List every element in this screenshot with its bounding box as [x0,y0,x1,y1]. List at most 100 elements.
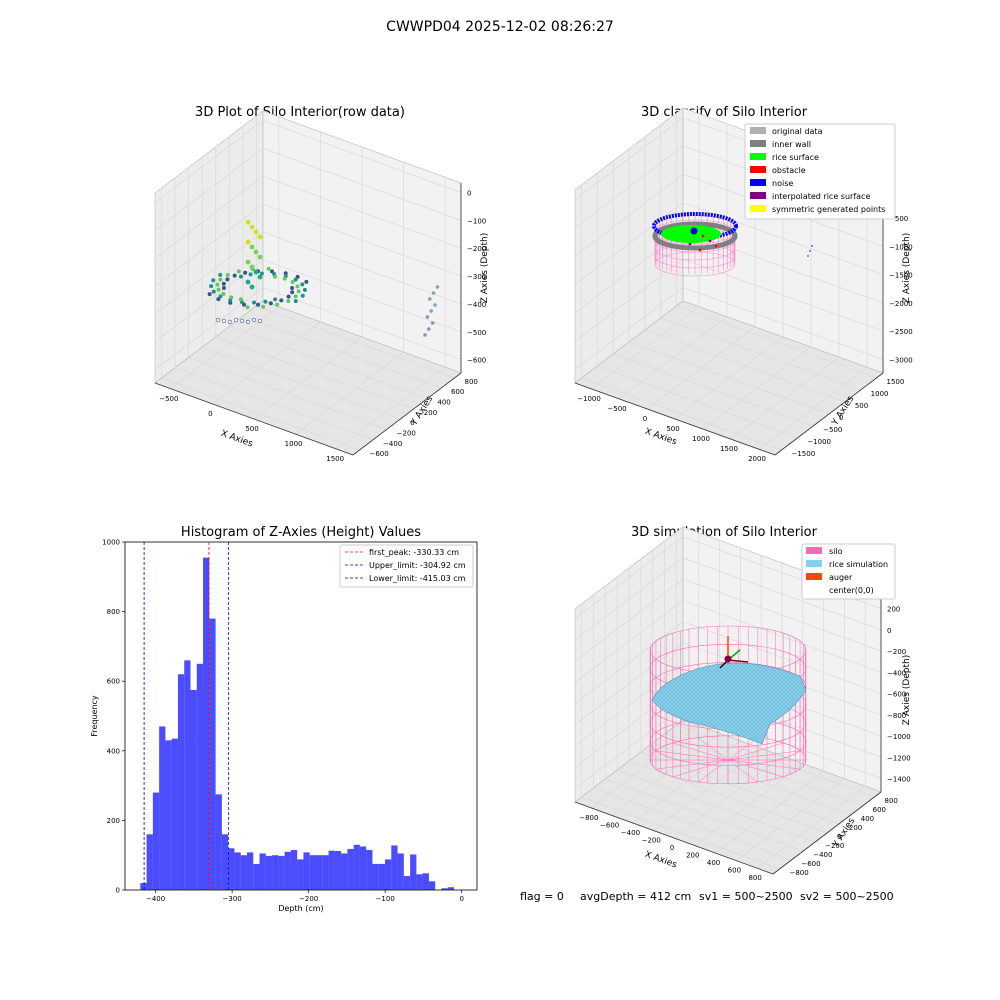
classify-plot-grid-line [574,287,684,370]
histogram-bar [428,881,436,890]
raw-point [216,297,221,302]
sv2-text: sv2 = 500~2500 [800,890,894,903]
raw-plot-y-tick-label: 200 [424,409,437,417]
classify-plot-grid-line [574,145,684,229]
raw-plot-x-tick-label: 1500 [326,455,344,463]
raw-point [253,229,259,235]
raw-point [218,277,223,282]
classify-plot-y-tick-label: −1500 [791,450,815,458]
raw-plot-x-tick-label: 500 [245,425,258,433]
raw-plot-x-axis [154,382,354,456]
raw-point [283,271,288,276]
raw-point [259,271,264,276]
raw-plot-grid-line [253,336,363,420]
raw-point [256,302,260,307]
raw-plot-grid-line [262,120,462,193]
raw-outlier-point [433,303,437,307]
simulation-plot-x-tick-label: −800 [579,814,598,822]
histogram-y-tick-label: 600 [107,678,120,686]
classify-plot-y-tick-label: 1500 [887,378,905,386]
histogram-bar [177,674,185,890]
histogram-bar [146,834,153,890]
histogram-bar [410,854,417,890]
simulation-silo-spoke [698,737,729,761]
classify-legend-label: noise [772,179,793,188]
classify-legend-swatch [750,166,766,173]
histogram-y-tick-label: 400 [107,747,120,755]
simulation-legend: silo rice simulation auger center(0,0) [801,543,896,600]
histogram-bar [203,557,210,890]
classify-plot-y-tick-label: 0 [839,414,843,422]
histogram-bar [341,853,348,890]
classify-plot-x-tick-label: 1500 [720,445,738,453]
raw-plot-x-tick-label: 0 [208,410,212,418]
simulation-silo-spoke [655,750,729,761]
classify-plot-x-tick-label: 500 [666,425,679,433]
simulation-plot-x-tick-label: 200 [686,852,699,860]
raw-point [225,272,230,277]
raw-point [304,279,309,284]
simulation-plot-x-tick-label: 600 [728,867,741,875]
classify-legend-label: original data [772,127,823,136]
raw-point [221,318,227,324]
simulation-plot-grid-line [581,796,780,870]
simulation-plot-grid-line [593,787,792,861]
histogram-bar [278,855,285,890]
raw-point [293,277,298,282]
histogram-x-tick-label: −200 [299,895,318,903]
raw-plot-z-tick-label: −600 [467,357,486,365]
raw-plot-grid-line [154,120,264,203]
raw-point [249,284,255,290]
raw-point [245,219,251,225]
raw-point [211,289,216,294]
raw-plot-grid-line [188,357,387,430]
classify-plot-title: 3D classify of Silo Interior [641,105,808,120]
simulation-rice-surface [651,662,807,745]
histogram-y-tick-label: 1000 [102,539,120,547]
classify-plot-z-tick-label: −2500 [889,328,913,336]
raw-point [207,292,212,297]
simulation-silo-spoke [727,737,758,761]
raw-point [252,300,257,305]
classify-plot-x-tick-label: 1000 [692,435,710,443]
raw-point [216,287,221,292]
classify-plot-z-tick-label: −500 [889,215,908,223]
raw-plot-y-tick-label: 800 [465,378,478,386]
histogram-bar [391,845,398,890]
simulation-plot-grid-line [574,578,684,662]
simulation-silo-spoke [698,759,729,783]
raw-point [295,274,300,279]
histogram-bars [140,557,455,890]
raw-point [266,266,271,271]
raw-point [290,286,295,290]
classify-plot-x-tick-label: 0 [643,415,647,423]
simulation-plot-z-tick-label: 0 [887,627,891,635]
simulation-plot-y-axis [772,791,882,875]
simulation-plot-x-tick-label: 800 [748,874,761,882]
histogram-bar [447,887,455,890]
raw-outlier-point [430,321,435,325]
histogram-y-tick-label: 200 [107,817,120,825]
raw-plot-grid-line [212,321,321,405]
histogram-x-tick-label: −100 [376,895,395,903]
raw-plot-y-tick-label: 400 [437,399,450,407]
classify-plot-zlabel: Z Axies (Depth) [902,233,912,304]
simulation-plot-x-tick-label: 400 [707,859,720,867]
raw-plot-grid-line [229,326,428,399]
classify-plot-grid-line [682,287,884,360]
raw-point [261,304,266,309]
simulation-plot-grid-line [574,663,684,747]
raw-plot-grid-line [174,367,374,441]
histogram-bar [140,883,147,890]
classify-plot-grid-line [574,202,684,285]
histogram-bar [240,855,247,890]
raw-point [257,274,263,280]
raw-plot-x-tick-label: 1000 [285,440,303,448]
classify-plot-x-tick-label: 2000 [748,455,766,463]
raw-point [228,300,233,305]
raw-plot-z-tick-label: −500 [467,329,486,337]
raw-plot-y-tick-label: 0 [410,419,414,427]
histogram-legend-label: Lower_limit: -415.03 cm [369,574,466,583]
raw-plot-grid-line [215,336,414,410]
classify-plot-points [652,212,813,277]
